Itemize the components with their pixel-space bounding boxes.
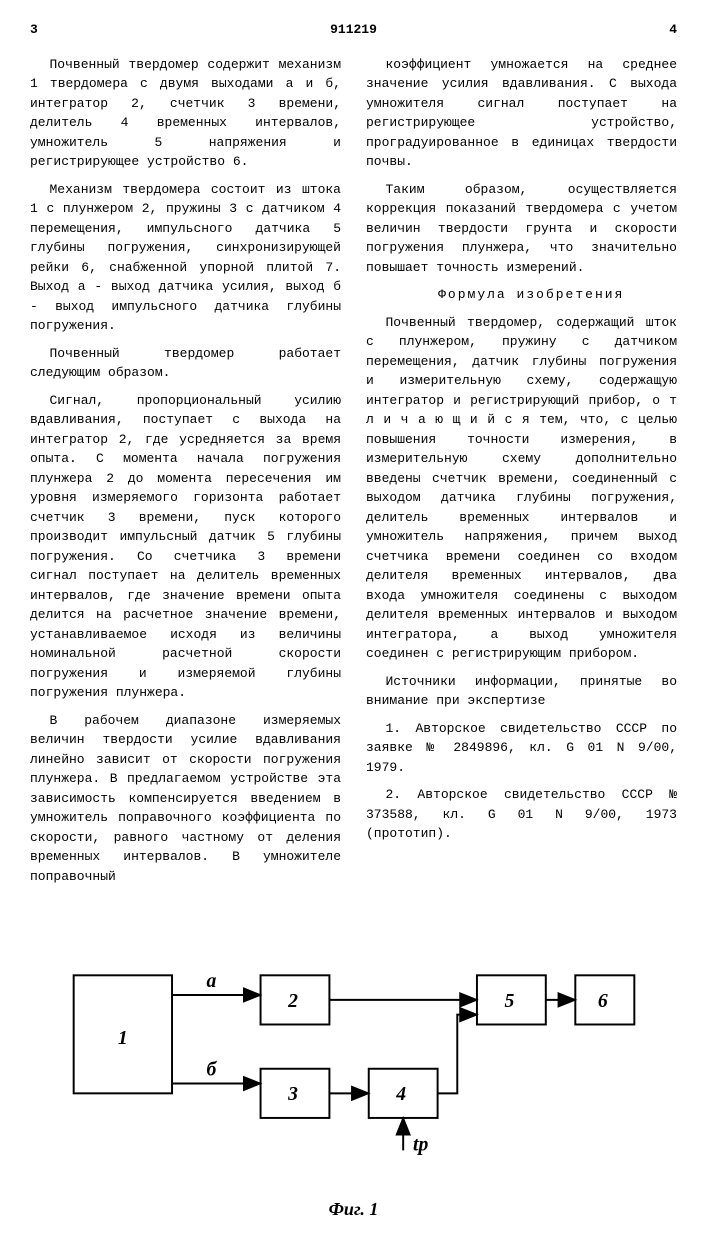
left-column: Почвенный твердомер содержит механизм 1 … xyxy=(30,55,341,895)
source-item: 1. Авторское свидетельство СССР по заявк… xyxy=(366,719,677,778)
para: коэффициент умножается на среднее значен… xyxy=(366,55,677,172)
right-column: коэффициент умножается на среднее значен… xyxy=(366,55,677,895)
para: Механизм твердомера состоит из штока 1 с… xyxy=(30,180,341,336)
para: Почвенный твердомер, содержащий шток с п… xyxy=(366,313,677,664)
para: Почвенный твердомер работает следующим о… xyxy=(30,344,341,383)
page-num-left: 3 xyxy=(30,20,38,40)
box-2-label: 2 xyxy=(287,990,298,1012)
page-num-right: 4 xyxy=(669,20,677,40)
para: Почвенный твердомер содержит механизм 1 … xyxy=(30,55,341,172)
para: Сигнал, пропорциональный усилию вдавлива… xyxy=(30,391,341,703)
box-1-label: 1 xyxy=(117,1027,127,1049)
box-4-label: 4 xyxy=(395,1083,406,1105)
source-item: 2. Авторское свидетельство СССР № 373588… xyxy=(366,785,677,844)
page-header: 3 911219 4 xyxy=(30,20,677,40)
arrow-4-5 xyxy=(437,1015,476,1094)
box-5-label: 5 xyxy=(504,990,514,1012)
block-diagram: 1 2 3 4 5 6 а б tp Фиг. 1 xyxy=(30,924,677,1223)
doc-number: 911219 xyxy=(330,20,377,40)
label-tp: tp xyxy=(413,1133,428,1155)
para: Таким образом, осуществляется коррекция … xyxy=(366,180,677,278)
diagram-svg: 1 2 3 4 5 6 а б tp xyxy=(54,924,654,1184)
sources-title: Источники информации, принятые во вниман… xyxy=(366,672,677,711)
box-6-label: 6 xyxy=(597,990,607,1012)
formula-title: Формула изобретения xyxy=(366,285,677,305)
para: В рабочем диапазоне измеряемых величин т… xyxy=(30,711,341,887)
text-columns: Почвенный твердомер содержит механизм 1 … xyxy=(30,55,677,895)
figure-caption: Фиг. 1 xyxy=(30,1196,677,1223)
label-a: а xyxy=(206,970,216,992)
label-b: б xyxy=(206,1059,217,1081)
box-3-label: 3 xyxy=(287,1083,298,1105)
